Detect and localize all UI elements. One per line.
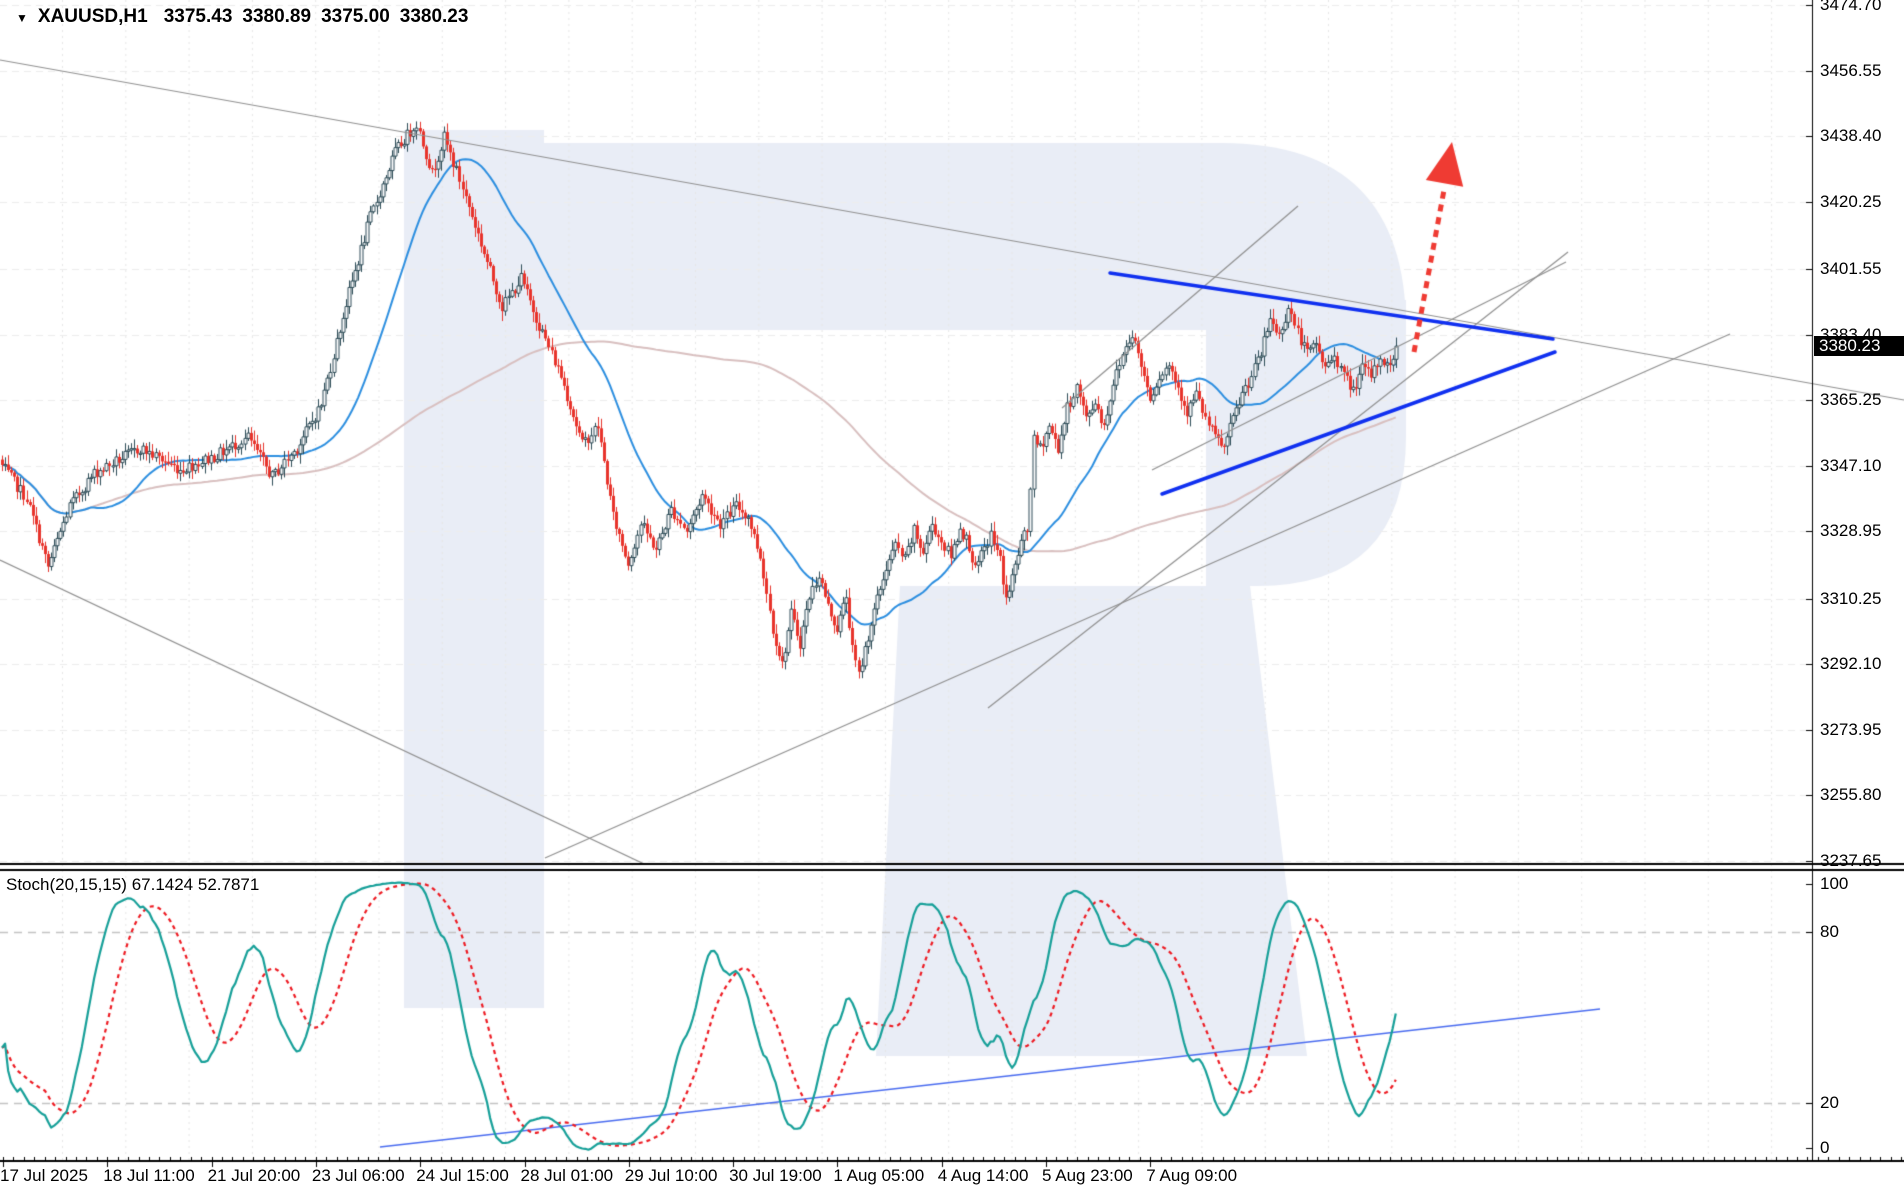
price-axis-label: 3237.65	[1820, 850, 1882, 870]
time-axis-label: 7 Aug 09:00	[1146, 1166, 1238, 1185]
price-axis-label: 3310.25	[1820, 588, 1882, 608]
price-axis-label: 3255.80	[1820, 785, 1882, 805]
time-axis-label: 18 Jul 11:00	[103, 1166, 195, 1185]
time-axis-label: 21 Jul 20:00	[207, 1166, 301, 1185]
ohlc-high: 3380.89	[242, 6, 312, 27]
symbol-period-label: XAUUSD,H1	[37, 6, 148, 27]
time-axis-label: 1 Aug 05:00	[833, 1166, 925, 1185]
price-axis-label: 3328.95	[1820, 521, 1882, 541]
time-axis-label: 24 Jul 15:00	[416, 1166, 509, 1185]
current-price-tag: 3380.23	[1814, 336, 1904, 357]
time-axis-label: 4 Aug 14:00	[937, 1166, 1029, 1185]
collapse-triangle-icon[interactable]: ▼	[16, 11, 28, 25]
stoch-indicator-label: Stoch(20,15,15) 67.1424 52.7871	[6, 875, 260, 894]
price-axis-label: 3474.70	[1820, 0, 1882, 14]
time-axis-label: 17 Jul 2025	[0, 1166, 88, 1185]
time-axis-label: 29 Jul 10:00	[624, 1166, 718, 1185]
price-axis-label: 3456.55	[1820, 60, 1882, 80]
price-axis-label: 3401.55	[1820, 259, 1882, 279]
stoch-axis-label: 0	[1820, 1138, 1830, 1157]
price-axis-label: 3273.95	[1820, 719, 1882, 739]
price-axis-label: 3292.10	[1820, 654, 1882, 674]
stoch-axis-label: 100	[1820, 874, 1849, 893]
ohlc-low: 3375.00	[321, 6, 390, 27]
time-axis-label: 30 Jul 19:00	[729, 1166, 822, 1185]
ohlc-close: 3380.23	[399, 6, 469, 27]
time-axis-label: 5 Aug 23:00	[1042, 1166, 1133, 1185]
stoch-axis-label: 20	[1820, 1093, 1839, 1112]
chart-header: ▼ XAUUSD,H1 3375.43 3380.89 3375.00 3380…	[16, 6, 468, 28]
time-axis-label: 23 Jul 06:00	[311, 1166, 405, 1185]
stoch-axis-label: 80	[1820, 922, 1839, 941]
price-axis-label: 3347.10	[1820, 455, 1882, 475]
ohlc-open: 3375.43	[163, 6, 233, 27]
price-axis-label: 3438.40	[1820, 126, 1882, 146]
price-axis-label: 3365.25	[1820, 390, 1882, 410]
time-axis-label: 28 Jul 01:00	[520, 1166, 614, 1185]
price-axis-label: 3420.25	[1820, 191, 1882, 211]
